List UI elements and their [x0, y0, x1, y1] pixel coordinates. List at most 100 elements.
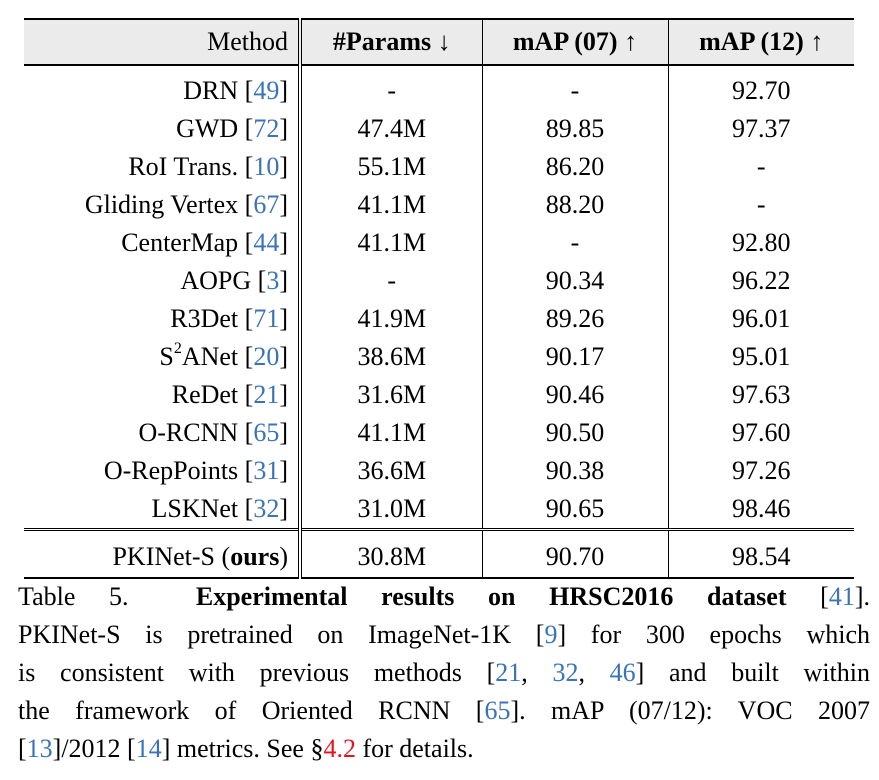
- method-citation-link[interactable]: 32: [253, 494, 280, 523]
- header-map07: mAP (07) ↑: [482, 18, 669, 66]
- method-name: ReDet: [171, 380, 239, 409]
- method-name: CenterMap: [121, 228, 239, 257]
- ours-map12: 98.54: [668, 528, 854, 579]
- params-cell: -: [300, 65, 483, 110]
- method-name-superscript: 2: [173, 340, 182, 358]
- map07-cell: 89.26: [482, 300, 669, 338]
- params-cell: 41.9M: [300, 300, 483, 338]
- ours-method-cell: PKINet-S (ours): [24, 528, 302, 579]
- map12-cell: 97.60: [732, 418, 791, 447]
- header-method: Method: [24, 18, 302, 66]
- map12-cell: -: [756, 190, 766, 219]
- caption-ref-46[interactable]: 46: [609, 658, 636, 687]
- method-citation-link[interactable]: 21: [253, 380, 280, 409]
- map12-cell: 96.01: [732, 304, 791, 333]
- method-citation-link[interactable]: 49: [253, 76, 280, 105]
- caption-ref-32[interactable]: 32: [552, 658, 579, 687]
- map12-cell: 97.63: [732, 380, 791, 409]
- method-citation-link[interactable]: 65: [253, 418, 280, 447]
- map07-cell: -: [482, 65, 669, 110]
- caption-ref-13[interactable]: 13: [26, 734, 53, 763]
- method-cell: CenterMap [44]: [24, 224, 302, 262]
- params-cell: 55.1M: [300, 148, 483, 186]
- caption-ref-21[interactable]: 21: [495, 658, 522, 687]
- method-name: Gliding Vertex: [84, 190, 239, 219]
- params-cell: 36.6M: [300, 452, 483, 490]
- table-row: AOPG [3] -90.34 96.22: [24, 262, 854, 300]
- params-cell: 41.1M: [300, 414, 483, 452]
- method-citation-link[interactable]: 72: [253, 114, 280, 143]
- params-cell: 31.6M: [300, 376, 483, 414]
- method-citation-link[interactable]: 44: [253, 228, 280, 257]
- method-cell: DRN [49]: [24, 65, 302, 110]
- caption-text-5: the framework of Oriented RCNN [: [18, 696, 485, 725]
- caption-ref-imagenet[interactable]: 9: [544, 620, 558, 649]
- method-name-prefix: S: [159, 342, 174, 371]
- caption-line-2: PKINet-S is pretrained on ImageNet-1K [9…: [18, 616, 870, 654]
- caption-title: Experimental results on HRSC2016 dataset: [195, 582, 787, 611]
- caption-text-3: is consistent with previous methods [: [18, 658, 496, 687]
- method-citation-link[interactable]: 20: [253, 342, 280, 371]
- caption-ref-65[interactable]: 65: [484, 696, 511, 725]
- method-cell: Gliding Vertex [67]: [24, 186, 302, 224]
- table-row: RoI Trans. [10] 55.1M 86.20 -: [24, 148, 854, 186]
- header-map12: mAP (12) ↑: [668, 18, 854, 66]
- table-row: S2ANet [20] 38.6M 90.17 95.01: [24, 338, 854, 376]
- method-cell: ReDet [21]: [24, 376, 302, 414]
- map07-cell: 90.34: [482, 262, 669, 300]
- table-row: DRN [49] - -92.70: [24, 65, 854, 110]
- method-citation-link[interactable]: 71: [253, 304, 280, 333]
- caption-line-5: [13]/2012 [14] metrics. See §4.2 for det…: [18, 734, 474, 763]
- params-cell: 38.6M: [300, 338, 483, 376]
- caption-text-7: ]/2012 [: [52, 734, 136, 763]
- map12-cell: 98.46: [732, 494, 791, 523]
- method-citation-link[interactable]: 3: [266, 266, 280, 295]
- method-name: LSKNet: [151, 494, 239, 523]
- map07-cell: 88.20: [482, 186, 669, 224]
- results-table-container: Method #Params ↓ mAP (07) ↑ mAP (12) ↑ D…: [24, 18, 854, 579]
- table-row: R3Det [71] 41.9M 89.26 96.01: [24, 300, 854, 338]
- caption-line-4: the framework of Oriented RCNN [65]. mAP…: [18, 692, 870, 730]
- method-name: R3Det: [170, 304, 239, 333]
- ours-params: 30.8M: [300, 528, 483, 579]
- params-cell: 41.1M: [300, 186, 483, 224]
- ours-method-name: PKINet-S: [112, 542, 216, 571]
- caption-text-6: ]. mAP (07/12): VOC 2007: [510, 696, 870, 725]
- method-citation-link[interactable]: 31: [253, 456, 280, 485]
- params-cell: 31.0M: [300, 490, 483, 530]
- map12-cell: 95.01: [732, 342, 791, 371]
- method-name: ANet: [181, 342, 239, 371]
- caption-text-2: ] for 300 epochs which: [557, 620, 870, 649]
- caption-section-ref[interactable]: 4.2: [323, 734, 356, 763]
- caption-text-9: for details.: [355, 734, 474, 763]
- map07-cell: -: [482, 224, 669, 262]
- method-cell: RoI Trans. [10]: [24, 148, 302, 186]
- table-row: CenterMap [44] 41.1M - 92.80: [24, 224, 854, 262]
- method-citation-link[interactable]: 10: [253, 152, 280, 181]
- map12-cell: 92.80: [732, 228, 791, 257]
- params-cell: 47.4M: [300, 110, 483, 148]
- map12-cell: 97.37: [732, 114, 791, 143]
- results-table: Method #Params ↓ mAP (07) ↑ mAP (12) ↑ D…: [24, 18, 854, 579]
- map12-cell: 97.26: [732, 456, 791, 485]
- ours-map07: 90.70: [482, 528, 669, 579]
- map07-cell: 90.17: [482, 338, 669, 376]
- caption-label: Table 5.: [18, 582, 129, 611]
- method-citation-link[interactable]: 67: [253, 190, 280, 219]
- method-cell: S2ANet [20]: [24, 338, 302, 376]
- method-name: O-RepPoints: [103, 456, 239, 485]
- caption-line-1: Table 5. Experimental results on HRSC201…: [18, 582, 870, 611]
- method-name: AOPG: [180, 266, 252, 295]
- table-header-row: Method #Params ↓ mAP (07) ↑ mAP (12) ↑: [24, 18, 854, 66]
- caption-ref-hrsc[interactable]: 41: [828, 582, 855, 611]
- map12-cell: -: [756, 152, 766, 181]
- params-cell: -: [300, 262, 483, 300]
- table-row: O-RCNN [65] 41.1M 90.50 97.60: [24, 414, 854, 452]
- table-body: DRN [49] - -92.70 GWD [72] 47.4M 89.85 97.37 Ro…: [24, 65, 854, 530]
- params-cell: 41.1M: [300, 224, 483, 262]
- caption-line-3: is consistent with previous methods [21,…: [18, 658, 871, 687]
- caption-ref-14[interactable]: 14: [135, 734, 162, 763]
- map07-cell: 90.50: [482, 414, 669, 452]
- caption-text-8: ] metrics. See §: [161, 734, 324, 763]
- map07-cell: 90.65: [482, 490, 669, 530]
